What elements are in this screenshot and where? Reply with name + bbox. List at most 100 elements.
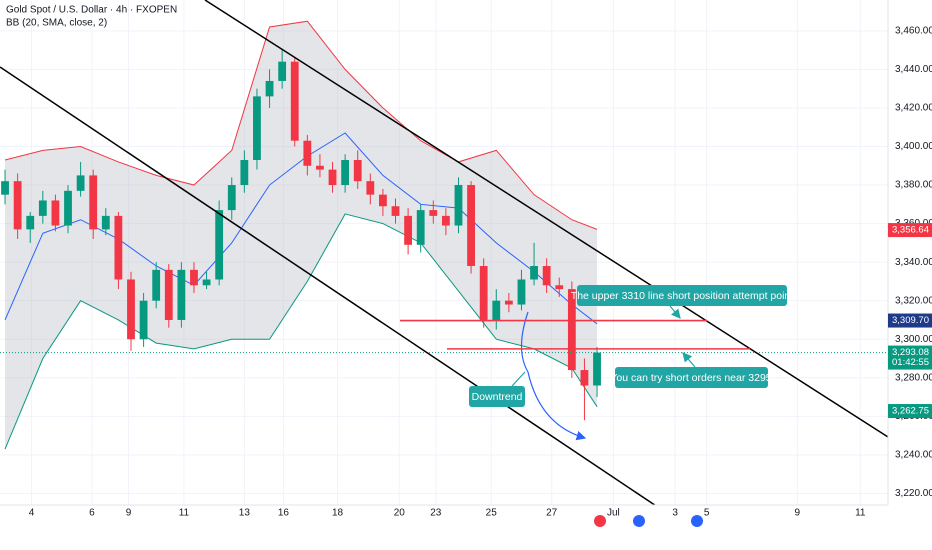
candle-body [240,159,249,186]
y-tick-label: 3,220.00 [895,488,932,499]
candle-body [555,285,564,290]
y-tick-label: 3,240.00 [895,450,932,461]
candle-body [504,300,513,305]
candle-body [341,159,350,186]
y-tick-label: 3,340.00 [895,257,932,268]
x-tick-label: 9 [795,508,801,519]
candle-body [265,80,274,97]
event-icons [594,515,703,527]
x-tick-label: 5 [704,508,710,519]
candle-body [416,210,425,245]
event-icon [691,515,703,527]
drawings [0,0,888,505]
price-tag-label: 3,293.08 [892,347,929,358]
candle-body [366,181,375,195]
y-tick-label: 3,380.00 [895,180,932,191]
price-tag-label: 3,309.70 [892,315,929,326]
candle-body [441,215,450,226]
channel-line [204,0,888,438]
candle-body [164,269,173,320]
x-tick-label: 25 [486,508,498,519]
annotation-box [469,386,525,407]
candle-body [429,210,438,216]
event-icon [594,515,606,527]
annotation-box [577,285,787,306]
candle-body [492,300,501,320]
annotation-text: You can try short orders near 3295 [610,372,771,384]
candle-body [38,200,47,216]
candle-body [227,185,236,211]
annotation-box [615,367,768,388]
candle-body [253,96,261,160]
candle-body [454,185,463,226]
candle-body [152,269,161,301]
candle-body [215,210,224,280]
event-icon [633,515,645,527]
price-tag [888,223,932,238]
band-lower [4,213,598,450]
candle-body [353,159,362,182]
candle-body [479,265,488,320]
x-tick-label: 9 [126,508,132,519]
candle-body [316,165,324,170]
y-tick-label: 3,320.00 [895,295,932,306]
candle-body [379,194,387,207]
x-tick-label: 23 [430,508,442,519]
chart-title: Gold Spot / U.S. Dollar · 4h · FXOPEN [6,5,177,16]
annotation-text: The upper 3310 line short position attem… [571,290,793,302]
candle-body [76,175,85,191]
price-tag [888,313,932,328]
x-tick-label: 16 [278,508,290,519]
candle-body [13,181,22,230]
countdown: 01:42:55 [892,357,929,368]
band-fill [5,21,598,450]
y-tick-label: 3,440.00 [895,64,932,75]
annotation-arrow [669,305,681,319]
x-tick-label: 18 [332,508,344,519]
candle-body [404,215,413,245]
candle-body [89,175,98,230]
annotation-arrow [511,371,526,387]
annotation: Downtrend [469,371,526,407]
candle-body [190,269,198,286]
candle-body [391,206,400,216]
x-tick-label: 6 [89,508,95,519]
price-tag-label: 3,356.64 [892,225,929,236]
x-tick-label: 11 [179,508,190,519]
candle-body [542,265,551,286]
price-tag-label: 3,262.75 [892,406,929,417]
price-tag [888,404,932,419]
candle-body [26,215,35,230]
indicator-label: BB (20, SMA, close, 2) [6,18,107,29]
x-tick-label: 3 [672,508,678,519]
annotation: You can try short orders near 3295 [610,352,772,388]
annotation-text: Downtrend [472,391,523,403]
x-tick-label: Jul [607,508,620,519]
plot-area [0,0,888,505]
candle-body [64,190,72,226]
x-tick-label: 11 [855,508,866,519]
curve [520,311,529,373]
candle-body [567,289,576,371]
candle-body [139,300,148,340]
x-tick-label: 4 [29,508,35,519]
annotation: The upper 3310 line short position attem… [571,285,793,319]
candle-body [530,265,538,280]
y-tick-label: 3,420.00 [895,103,932,114]
candle-body [517,279,526,305]
candle-body [101,215,110,230]
downtrend-arrow [527,371,587,441]
candle-body [278,61,287,81]
y-tick-label: 3,460.00 [895,25,932,36]
y-tick-label: 3,400.00 [895,141,932,152]
x-tick-label: 20 [394,508,406,519]
candle-body [51,200,60,226]
channel-line [0,66,657,505]
candle-body [328,169,337,186]
candle-body [593,352,601,386]
candle-body [202,279,211,286]
candle-body [303,140,312,166]
candle-body [127,279,135,340]
y-tick-label: 3,300.00 [895,334,932,345]
